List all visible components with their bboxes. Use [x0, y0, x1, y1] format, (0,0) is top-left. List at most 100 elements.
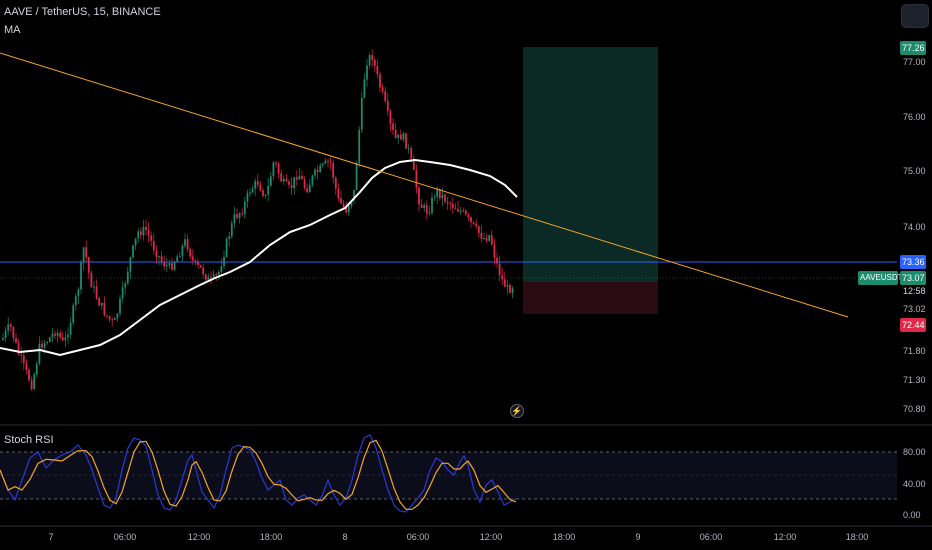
candle-body [306, 188, 309, 193]
symbol-legend[interactable]: AAVE / TetherUS, 15, BINANCE [4, 6, 161, 18]
candle-body [301, 175, 303, 180]
moving-average-line[interactable] [0, 158, 518, 357]
candle-body [358, 129, 361, 164]
candle-body [407, 147, 410, 149]
stoch-tick-label: 80.00 [903, 447, 926, 457]
time-tick-label: 12:00 [774, 532, 797, 542]
candle-body [28, 369, 30, 381]
candle-body [189, 249, 192, 257]
candle-body [106, 315, 108, 317]
stoch-d-line[interactable] [0, 439, 517, 510]
candle-body [475, 223, 478, 227]
candle-body [441, 194, 444, 199]
candle-body [126, 271, 129, 284]
candle-body [290, 184, 293, 189]
candle-body [108, 316, 111, 320]
chart-menu-button[interactable] [901, 4, 929, 28]
candle-body [61, 337, 64, 341]
stoch-rsi-legend[interactable]: Stoch RSI [4, 434, 54, 446]
candle-body [142, 226, 145, 236]
candle-body [69, 322, 72, 335]
candle-body [389, 110, 392, 124]
candle-body [178, 256, 181, 258]
candle-body [298, 175, 301, 180]
candle-body [363, 79, 366, 98]
trendline[interactable] [0, 52, 849, 318]
candle-body [30, 380, 33, 389]
candle-body [150, 235, 153, 241]
candle-body [269, 176, 272, 187]
candle-body [451, 204, 454, 209]
candle-body [418, 187, 420, 205]
candle-body [282, 178, 285, 182]
candle-body [121, 287, 124, 299]
candle-body [509, 284, 511, 293]
candle-body [384, 91, 387, 101]
stop-price-tag: 72.44 [900, 318, 926, 332]
candle-body [412, 158, 415, 171]
candle-body [347, 205, 350, 213]
candle-body [324, 160, 327, 164]
time-tick-label: 7 [48, 532, 53, 542]
candle-body [264, 194, 267, 196]
candle-body [371, 55, 374, 60]
stoch-tick-label: 0.00 [903, 510, 921, 520]
candle-body [314, 169, 316, 176]
candle-body [80, 262, 82, 290]
candle-body [381, 87, 384, 92]
candle-body [35, 363, 38, 375]
candle-body [454, 208, 457, 210]
candle-body [43, 343, 46, 348]
candle-body [145, 226, 147, 230]
candle-body [345, 206, 348, 213]
candle-body [423, 204, 426, 209]
candle-body [332, 162, 335, 178]
candle-body [85, 247, 88, 258]
candle-body [249, 192, 251, 194]
candle-body [360, 97, 363, 130]
candle-body [275, 162, 277, 164]
candle-body [394, 129, 397, 138]
candle-body [204, 274, 207, 280]
candle-body [262, 190, 264, 196]
candle-body [243, 201, 246, 215]
price-tick-label: 73.02 [903, 304, 926, 314]
candle-body [207, 276, 210, 280]
candle-body [72, 305, 75, 323]
time-tick-label: 06:00 [700, 532, 723, 542]
candle-body [176, 256, 179, 263]
candle-body [202, 267, 205, 275]
time-tick-label: 12:00 [188, 532, 211, 542]
candle-body [15, 338, 17, 343]
candle-body [399, 134, 402, 140]
lightning-icon[interactable]: ⚡ [510, 404, 524, 418]
candle-body [64, 337, 67, 341]
candle-body [470, 217, 472, 223]
candle-body [425, 204, 428, 214]
candle-body [7, 324, 10, 331]
candle-body [472, 222, 475, 224]
candle-body [168, 263, 171, 266]
loss-zone[interactable] [523, 282, 658, 314]
candle-body [350, 200, 353, 206]
stoch-k-line[interactable] [0, 434, 517, 513]
candle-body [230, 223, 233, 237]
candle-body [173, 262, 176, 270]
candle-body [415, 170, 418, 188]
candle-body [467, 214, 470, 218]
ma-legend[interactable]: MA [4, 24, 21, 36]
candle-body [48, 337, 51, 343]
candle-body [280, 173, 283, 182]
profit-zone[interactable] [523, 47, 658, 282]
candle-body [337, 188, 340, 199]
candle-body [316, 169, 319, 173]
candle-body [111, 319, 114, 321]
candle-body [493, 244, 496, 258]
candle-body [54, 333, 56, 336]
candle-body [67, 334, 69, 338]
candle-body [251, 188, 254, 193]
candle-body [464, 210, 467, 215]
candle-body [368, 55, 371, 66]
candle-body [428, 212, 431, 214]
